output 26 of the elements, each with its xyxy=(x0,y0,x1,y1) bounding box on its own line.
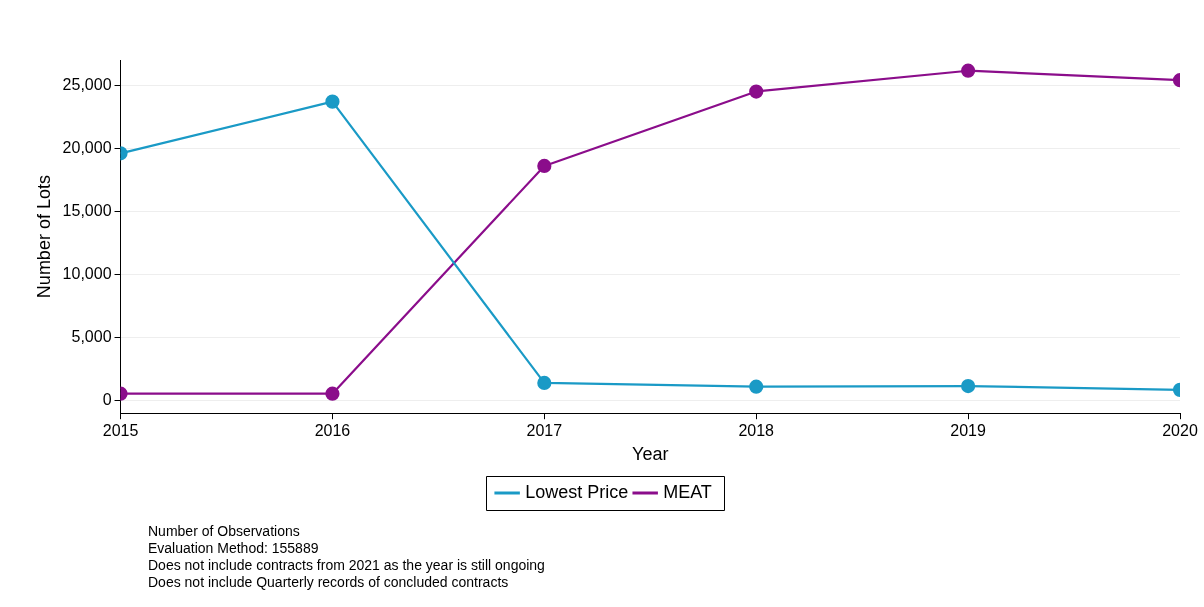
text: Does not include contracts from 2021 as the year is still ongoing xyxy=(148,557,545,573)
point xyxy=(325,386,340,401)
y-tick-label: 25,000 xyxy=(62,75,112,93)
x-tick-label: 2020 xyxy=(1162,422,1198,440)
x-axis-title: Year xyxy=(632,444,669,465)
point xyxy=(749,84,764,99)
y-axis-title: Number of Lots xyxy=(33,175,54,299)
point xyxy=(537,375,552,391)
y-tick-label: 15,000 xyxy=(62,201,112,219)
text: Number of Observations xyxy=(148,523,300,539)
y-tick-label: 5,000 xyxy=(71,327,112,345)
text: Does not include Quarterly records of concluded contracts xyxy=(148,574,509,590)
x-tick-label: 2019 xyxy=(950,422,987,440)
y-tick-label: 10,000 xyxy=(62,264,112,282)
y-tick-label: 0 xyxy=(102,390,112,408)
x-tick-label: 2017 xyxy=(526,422,563,440)
legend-label: MEAT xyxy=(663,481,712,502)
point xyxy=(325,94,340,109)
x-tick-label: 2018 xyxy=(738,422,775,440)
text: Evaluation Method: 155889 xyxy=(148,540,319,556)
x-tick-label: 2015 xyxy=(102,422,139,440)
point xyxy=(749,379,764,394)
x-tick-label: 2016 xyxy=(314,422,351,440)
point xyxy=(537,158,552,174)
legend-label: Lowest Price xyxy=(525,481,629,502)
y-tick-label: 20,000 xyxy=(62,138,112,156)
